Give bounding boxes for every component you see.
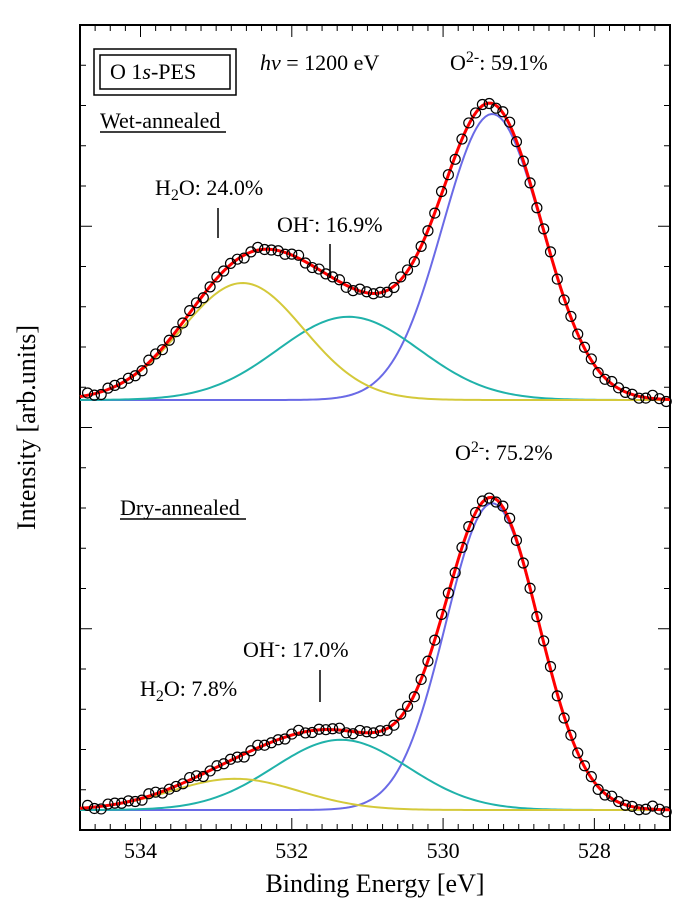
svg-text:530: 530 [427, 838, 460, 863]
xps-chart: 528 530 532 534 Intensity [arb.units] Binding… [0, 0, 685, 904]
svg-text:H2O: 7.8%: H2O: 7.8% [140, 676, 237, 705]
svg-text:Dry-annealed: Dry-annealed [120, 495, 240, 520]
svg-text:OH-: 17.0%: OH-: 17.0% [243, 636, 349, 662]
svg-text:OH-: 16.9%: OH-: 16.9% [277, 211, 383, 237]
svg-text:Wet-annealed: Wet-annealed [100, 108, 220, 133]
svg-text:Intensity [arb.units]: Intensity [arb.units] [12, 325, 41, 530]
svg-text:528: 528 [578, 838, 611, 863]
svg-text:534: 534 [124, 838, 157, 863]
svg-text:O 1s-PES: O 1s-PES [110, 59, 196, 84]
svg-text:532: 532 [275, 838, 308, 863]
svg-text:Binding Energy [eV]: Binding Energy [eV] [265, 869, 484, 898]
chart-svg: 528 530 532 534 Intensity [arb.units] Binding… [0, 0, 685, 904]
svg-text:hν = 1200 eV: hν = 1200 eV [260, 50, 379, 75]
svg-text:O2-: 75.2%: O2-: 75.2% [455, 439, 553, 465]
svg-text:O2-: 59.1%: O2-: 59.1% [450, 49, 548, 75]
